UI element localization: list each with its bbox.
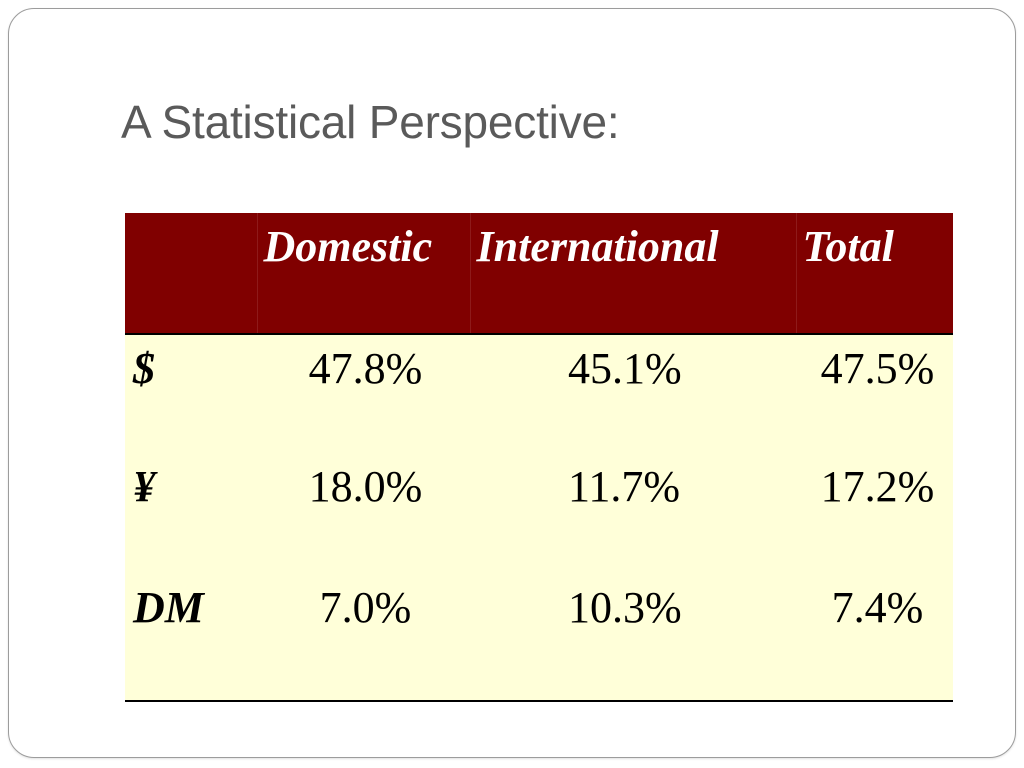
cell-international: 45.1% — [470, 333, 796, 455]
slide-frame: A Statistical Perspective: Domestic Inte… — [8, 8, 1016, 758]
cell-international: 11.7% — [568, 462, 681, 511]
slide-title: A Statistical Perspective: — [121, 96, 620, 148]
header-cell-domestic: Domestic — [256, 213, 470, 334]
table-row: $ 47.8% 45.1% 47.5% — [125, 333, 953, 455]
stats-table: Domestic International Total $ 47.8% 45.… — [125, 213, 953, 702]
cell-international: 10.3% — [470, 576, 796, 702]
header-cell-corner — [125, 213, 257, 334]
cell-domestic: 7.0% — [257, 576, 470, 702]
stats-table-container: Domestic International Total $ 47.8% 45.… — [125, 213, 953, 702]
cell-total: 7.4% — [796, 576, 953, 702]
row-label-dm: DM — [125, 576, 257, 702]
row-label-yen: ¥ — [133, 462, 155, 511]
cell-total: 47.5% — [796, 333, 953, 455]
table-body: $ 47.8% 45.1% 47.5% ¥ 18.0% 11.7% 17.2% … — [125, 333, 953, 702]
header-cell-total: Total — [795, 213, 953, 334]
cell-total: 17.2% — [820, 462, 935, 511]
header-cell-international: International — [469, 213, 796, 334]
cell-domestic: 47.8% — [257, 333, 470, 455]
table-row: DM 7.0% 10.3% 7.4% — [125, 576, 953, 702]
table-row: ¥ 18.0% 11.7% 17.2% — [125, 455, 953, 576]
header-row: Domestic International Total — [125, 213, 953, 334]
row-label-dollar: $ — [125, 333, 257, 455]
table-header: Domestic International Total — [125, 213, 953, 334]
cell-domestic: 18.0% — [308, 462, 423, 511]
